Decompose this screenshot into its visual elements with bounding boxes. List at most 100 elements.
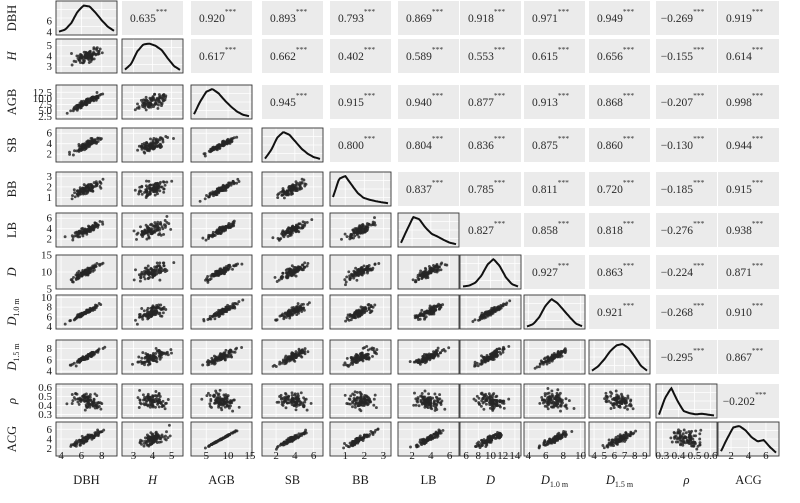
scatter-point [295,310,299,314]
scatter-point [70,197,74,201]
scatter-point [559,409,562,413]
scatter-point [235,135,239,139]
scatter-point [362,268,366,272]
scatter-point [351,400,354,404]
scatter-point [72,107,76,110]
scatter-point [78,61,82,64]
scatter-point [366,271,369,275]
scatter-point [567,399,571,403]
correlation-label-SB-rho: −0.130*** [661,134,705,153]
scatter-point [360,351,364,355]
scatter-point [91,399,95,403]
scatter-point [221,183,225,187]
scatter-point [98,93,102,97]
scatter-point [282,230,286,234]
scatter-point [440,349,444,352]
scatter-point [356,357,360,361]
scatter-point [301,307,305,311]
correlation-label-H-BB: 0.402*** [338,45,375,64]
scatter-point [101,261,105,265]
scatter-point [372,346,376,350]
correlation-label-DBH-BB: 0.793*** [338,7,375,26]
scatter-point [447,346,451,350]
scatter-point [351,362,355,366]
correlation-label-DBH-AGB: 0.920*** [199,7,236,26]
scatter-point [92,96,96,100]
scatter-point [75,54,79,58]
scatter-point [151,352,155,355]
density-curve-SB [264,131,321,160]
scatter-point [153,398,157,401]
scatter-point [75,271,79,275]
scatter-point [353,405,357,409]
scatter-point [147,316,151,320]
panel-background-r2-c10 [718,85,779,119]
scatter-point [150,187,154,191]
scatter-point [151,405,155,409]
scatter-point [274,318,278,322]
scatter-point [71,194,74,198]
scatter-point [298,181,302,185]
scatter-point [277,238,281,242]
scatter-point [433,392,437,396]
scatter-point [154,346,158,350]
scatter-point [623,401,627,405]
scatter-point [222,308,225,312]
scatter-point [297,306,301,310]
scatter-point [374,406,378,410]
scatter-point [213,313,217,317]
scatter-point [72,188,76,192]
correlation-label-AGB-D10: 0.913*** [532,91,569,110]
scatter-point [372,397,376,401]
scatter-point [347,270,351,274]
scatter-point [217,313,221,316]
scatter-point [284,392,288,396]
scatter-point [377,262,381,265]
scatter-point [363,355,367,359]
scatter-point [552,405,556,409]
scatter-point [158,395,162,398]
panel-background-r0-c5 [398,1,459,35]
scatter-point [541,362,545,366]
scatter-point [149,232,153,236]
scatter-point [158,357,162,361]
scatter-point [149,357,153,361]
scatter-point [276,196,280,200]
correlation-label-DBH-SB: 0.893*** [270,7,307,26]
scatter-point [439,305,443,309]
panel-border [121,38,184,74]
scatter-point [423,272,427,276]
scatter-point [84,103,88,107]
scatter-point [436,400,440,404]
scatter-point [100,220,104,224]
scatter-point [360,230,364,234]
scatter-point [502,401,506,405]
scatter-point [77,58,81,62]
scatter-point [93,392,97,396]
scatter-point [165,180,169,184]
scatter-point [137,355,141,359]
scatter-point [429,397,433,401]
scatter-point [615,397,619,400]
scatter-point [299,401,303,405]
scatter-point [235,302,239,306]
panel-background-r0-c4 [330,1,391,35]
scatter-point [305,408,309,412]
scatter-point [157,93,161,97]
scatter-point [430,407,434,411]
scatter-point [142,142,146,145]
scatter-point [420,392,424,395]
scatter-point [149,103,152,107]
scatter-point [294,356,298,360]
scatter-point [309,401,313,405]
scatter-point [90,57,94,61]
scatter-point [305,220,309,224]
scatter-point [363,227,367,231]
density-curve-LB [400,215,457,246]
scatter-point [143,403,147,407]
scatter-point [134,268,137,272]
scatter-point [488,394,492,398]
panel-background-r1-c2 [191,39,252,73]
scatter-point [278,362,282,366]
scatter-point [221,402,225,406]
